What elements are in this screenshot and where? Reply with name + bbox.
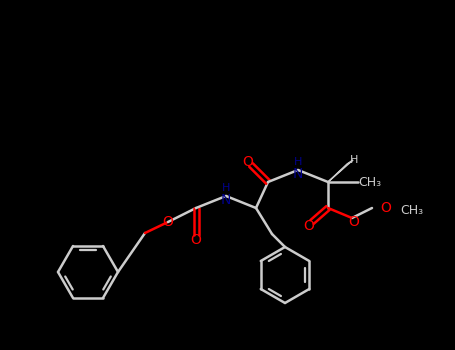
Polygon shape — [328, 160, 353, 182]
Text: H: H — [294, 157, 302, 167]
Text: O: O — [349, 215, 359, 229]
Text: O: O — [162, 215, 173, 229]
Text: N: N — [293, 167, 303, 181]
Text: N: N — [221, 193, 231, 207]
Text: O: O — [191, 233, 202, 247]
Text: H: H — [222, 183, 230, 193]
Text: O: O — [243, 155, 253, 169]
Text: CH₃: CH₃ — [400, 203, 423, 217]
Text: H: H — [350, 155, 358, 165]
Text: O: O — [303, 219, 314, 233]
Text: O: O — [380, 201, 391, 215]
Text: CH₃: CH₃ — [359, 175, 382, 189]
